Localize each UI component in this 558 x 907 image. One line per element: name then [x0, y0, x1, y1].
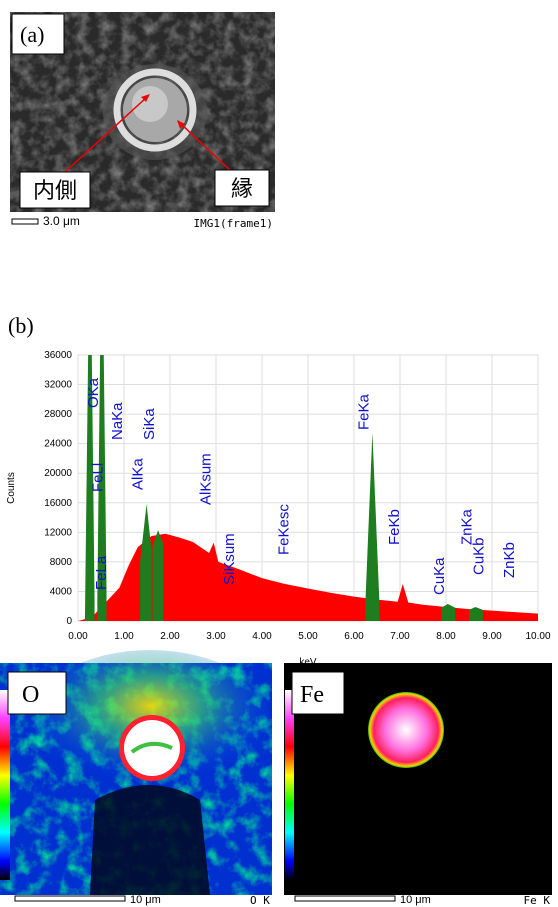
spectrum-area: [78, 533, 538, 621]
y-tick-label: 12000: [44, 527, 72, 538]
scale-bar: [14, 895, 126, 902]
arrow: [64, 96, 148, 173]
caption: IMG1(frame1): [194, 217, 273, 230]
peak-label: FeKb: [386, 509, 403, 545]
x-tick-label: 2.00: [160, 631, 180, 642]
y-tick-label: 16000: [44, 498, 72, 509]
x-tick-label: 0.00: [68, 631, 88, 642]
arrow: [179, 122, 233, 173]
peak-label: SiKa: [141, 408, 158, 440]
y-tick-label: 8000: [50, 557, 73, 568]
peak-label: FeLa: [93, 555, 110, 590]
x-tick-label: 5.00: [298, 631, 318, 642]
label-box: [19, 171, 91, 209]
x-tick-label: 10.00: [525, 631, 550, 642]
y-tick-label: 32000: [44, 380, 72, 391]
y-tick-label: 36000: [44, 350, 72, 361]
y-tick-label: 24000: [44, 439, 72, 450]
peak-label: CuKb: [470, 537, 487, 575]
map-label: O: [22, 682, 39, 708]
label-box: [11, 13, 65, 55]
panel-label: (a): [20, 22, 44, 47]
x-axis-label: keV: [299, 657, 317, 668]
peak-label: AlKsum: [198, 453, 215, 505]
y-tick-label: 28000: [44, 409, 72, 420]
x-tick-label: 4.00: [252, 631, 272, 642]
y-axis-label: Counts: [6, 472, 17, 504]
label-box: [7, 671, 67, 715]
scale-bar: [11, 218, 39, 225]
peak-label: FeLl: [90, 463, 107, 492]
x-tick-label: 7.00: [390, 631, 410, 642]
x-tick-label: 8.00: [436, 631, 456, 642]
label-box: [291, 671, 345, 715]
peak-label: OKa: [85, 377, 102, 408]
spectrum-chart: 0 4000 8000 12000 16000 20000 24000 28000 32000 3…: [6, 350, 551, 668]
annotation: 縁: [231, 176, 253, 201]
arrow-head: [177, 120, 185, 129]
scale-label: 10 μm: [400, 894, 431, 906]
x-tick-label: 9.00: [482, 631, 502, 642]
annotation: 内側: [33, 178, 77, 203]
label-box: [214, 169, 270, 207]
peak-label: SiKsum: [221, 533, 238, 585]
peak-label: FeKa: [355, 393, 372, 430]
caption: O K: [250, 894, 270, 907]
y-tick-label: 20000: [44, 468, 72, 479]
x-tick-label: 1.00: [114, 631, 134, 642]
x-tick-label: 3.00: [206, 631, 226, 642]
scale-label: 3.0 μm: [43, 214, 80, 228]
arrow-head: [141, 94, 150, 102]
peak-label: CuKa: [431, 557, 448, 595]
x-tick-label: 6.00: [344, 631, 364, 642]
panel-label: (b): [8, 313, 34, 338]
peak-label: ZnKa: [458, 508, 475, 545]
y-tick-label: 0: [66, 616, 72, 627]
scale-bar: [294, 895, 396, 902]
peak-label: AlKa: [130, 458, 147, 490]
scale-label: 10 μm: [130, 894, 161, 906]
map-label: Fe: [300, 682, 324, 708]
peak-label: ZnKb: [501, 542, 518, 578]
peak-label: NaKa: [109, 402, 126, 440]
caption: Fe K: [524, 894, 551, 907]
peak-label: FeKesc: [275, 504, 292, 555]
y-tick-label: 4000: [50, 586, 73, 597]
